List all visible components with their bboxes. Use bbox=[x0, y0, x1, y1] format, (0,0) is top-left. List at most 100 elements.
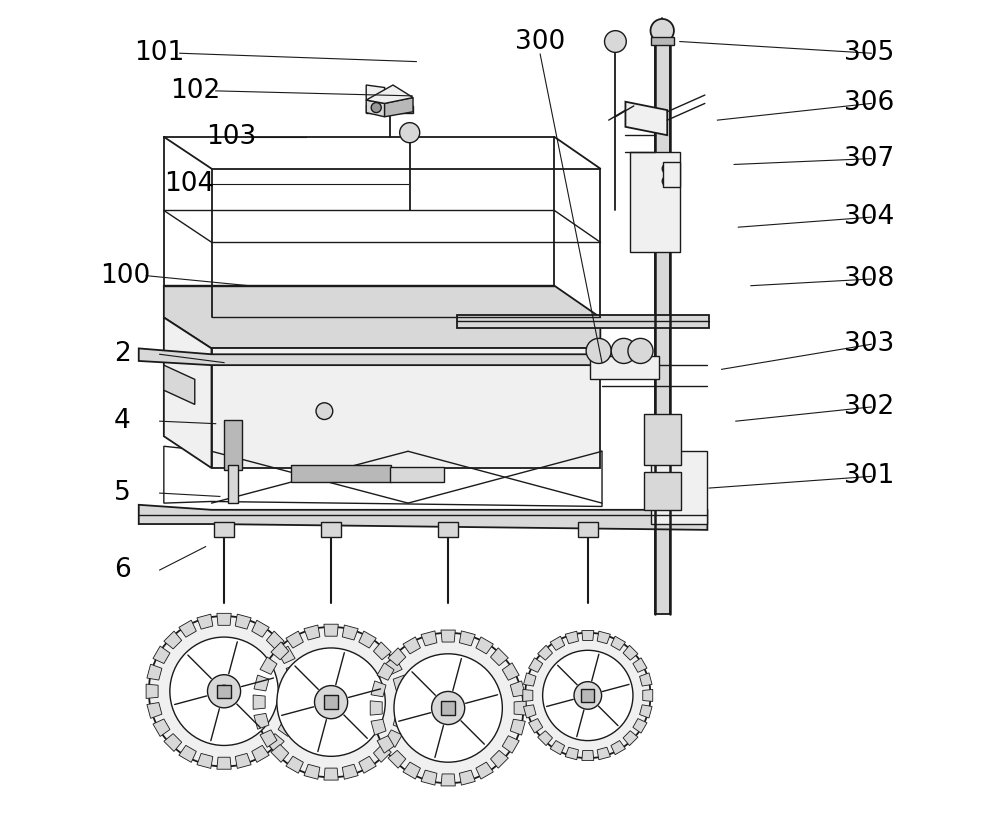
Polygon shape bbox=[625, 102, 667, 135]
Polygon shape bbox=[397, 695, 409, 709]
Circle shape bbox=[525, 633, 651, 758]
Polygon shape bbox=[421, 770, 437, 785]
Polygon shape bbox=[153, 719, 170, 737]
Polygon shape bbox=[476, 637, 493, 654]
Polygon shape bbox=[359, 756, 376, 774]
Bar bbox=[581, 689, 594, 702]
Circle shape bbox=[605, 31, 626, 52]
Polygon shape bbox=[278, 646, 295, 664]
Polygon shape bbox=[491, 648, 508, 665]
Polygon shape bbox=[235, 614, 251, 629]
Polygon shape bbox=[640, 673, 652, 686]
Circle shape bbox=[207, 675, 241, 708]
Polygon shape bbox=[640, 705, 652, 718]
Polygon shape bbox=[403, 762, 420, 779]
Polygon shape bbox=[324, 768, 338, 780]
Polygon shape bbox=[304, 764, 320, 779]
Circle shape bbox=[400, 122, 420, 143]
Polygon shape bbox=[523, 690, 533, 701]
Polygon shape bbox=[371, 719, 386, 735]
Polygon shape bbox=[502, 736, 519, 753]
Circle shape bbox=[662, 164, 672, 174]
Polygon shape bbox=[611, 636, 625, 650]
Polygon shape bbox=[651, 451, 707, 524]
Circle shape bbox=[277, 648, 385, 756]
Polygon shape bbox=[377, 736, 394, 753]
Circle shape bbox=[371, 102, 381, 112]
Bar bbox=[651, 37, 674, 44]
Polygon shape bbox=[550, 636, 565, 650]
Polygon shape bbox=[643, 690, 653, 701]
Polygon shape bbox=[266, 631, 284, 649]
Polygon shape bbox=[254, 713, 269, 729]
Polygon shape bbox=[459, 631, 475, 646]
Polygon shape bbox=[342, 625, 358, 640]
Polygon shape bbox=[139, 505, 707, 530]
Polygon shape bbox=[271, 744, 289, 763]
Bar bbox=[630, 152, 680, 253]
Polygon shape bbox=[179, 745, 196, 763]
Circle shape bbox=[628, 338, 653, 363]
Polygon shape bbox=[491, 750, 508, 769]
Text: 104: 104 bbox=[164, 170, 214, 196]
Polygon shape bbox=[359, 631, 376, 648]
Polygon shape bbox=[286, 664, 301, 680]
Polygon shape bbox=[385, 97, 413, 117]
Text: 308: 308 bbox=[844, 266, 895, 292]
Bar bbox=[578, 522, 598, 537]
Polygon shape bbox=[597, 631, 610, 644]
Polygon shape bbox=[510, 719, 525, 735]
Polygon shape bbox=[633, 658, 647, 672]
Polygon shape bbox=[457, 315, 709, 327]
Polygon shape bbox=[139, 348, 602, 365]
Polygon shape bbox=[633, 718, 647, 733]
Polygon shape bbox=[514, 701, 526, 715]
Circle shape bbox=[170, 637, 278, 746]
Polygon shape bbox=[342, 764, 358, 779]
Polygon shape bbox=[271, 642, 289, 659]
Polygon shape bbox=[164, 446, 602, 507]
Polygon shape bbox=[529, 658, 543, 672]
Text: 304: 304 bbox=[844, 204, 895, 230]
Text: 302: 302 bbox=[844, 394, 895, 420]
Polygon shape bbox=[565, 631, 578, 644]
Circle shape bbox=[662, 176, 672, 186]
Polygon shape bbox=[370, 701, 382, 715]
Text: 307: 307 bbox=[844, 146, 895, 172]
Polygon shape bbox=[179, 620, 196, 637]
Text: 102: 102 bbox=[170, 78, 220, 104]
Bar bbox=[217, 685, 231, 698]
Text: 303: 303 bbox=[844, 331, 895, 357]
Polygon shape bbox=[550, 741, 565, 755]
Bar bbox=[590, 356, 659, 379]
Text: 101: 101 bbox=[134, 40, 184, 66]
Circle shape bbox=[149, 616, 299, 767]
Polygon shape bbox=[197, 753, 213, 769]
Polygon shape bbox=[197, 614, 213, 629]
Polygon shape bbox=[146, 684, 158, 698]
Polygon shape bbox=[529, 718, 543, 733]
Circle shape bbox=[651, 19, 674, 42]
Text: 300: 300 bbox=[515, 29, 565, 55]
Polygon shape bbox=[164, 365, 195, 404]
Polygon shape bbox=[217, 758, 231, 769]
Polygon shape bbox=[212, 348, 600, 468]
Circle shape bbox=[325, 696, 337, 708]
Polygon shape bbox=[385, 657, 402, 675]
Polygon shape bbox=[524, 705, 536, 718]
Circle shape bbox=[373, 633, 523, 784]
Polygon shape bbox=[441, 774, 455, 786]
Text: 5: 5 bbox=[114, 480, 130, 506]
Polygon shape bbox=[441, 630, 455, 642]
Polygon shape bbox=[366, 106, 413, 112]
Polygon shape bbox=[366, 100, 385, 117]
Polygon shape bbox=[611, 741, 625, 755]
Text: 306: 306 bbox=[844, 91, 895, 117]
Polygon shape bbox=[217, 613, 231, 625]
Bar bbox=[644, 472, 681, 510]
Bar bbox=[321, 522, 341, 537]
Bar bbox=[224, 420, 242, 470]
Polygon shape bbox=[235, 753, 251, 769]
Polygon shape bbox=[377, 663, 394, 680]
Bar bbox=[228, 466, 238, 503]
